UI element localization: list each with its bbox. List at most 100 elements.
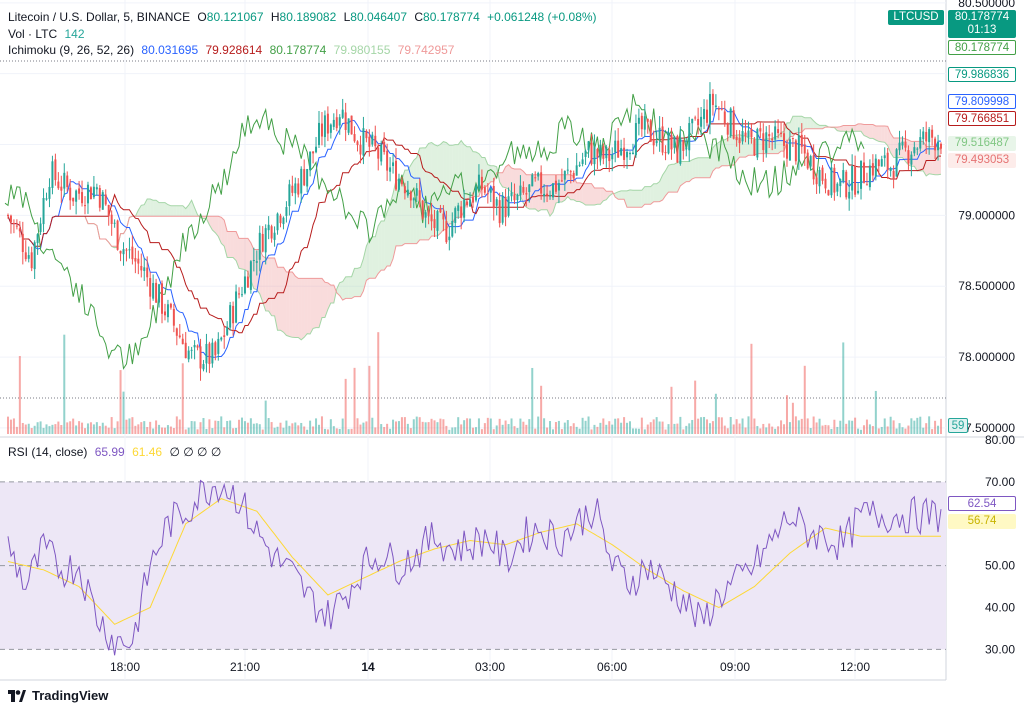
candle-body [279,215,282,224]
volume-bar [353,367,356,434]
volume-bar [753,418,756,434]
cloud-segment [769,138,773,154]
cloud-segment [721,139,725,166]
candle-body [146,267,149,278]
candle-body [700,116,703,127]
volume-bar [652,419,655,434]
candle-body [264,228,267,253]
candle-body [255,261,258,263]
volume-bar [483,423,486,434]
candle-body [273,232,276,240]
volume-bar [791,402,794,434]
volume-bar [643,429,646,434]
volume-bar [309,420,312,434]
candle-body [383,141,386,152]
volume-bar [507,424,510,434]
volume-bar [575,426,578,434]
lead-b-tag: 79.766851 [948,111,1016,126]
candle-body [919,137,922,149]
rsi-tick-label: 30.00 [985,642,1015,656]
cloud-segment [627,189,630,208]
candle-body [546,193,549,196]
candle-body [587,141,590,151]
cloud-segment [674,162,678,193]
candle-body [771,138,774,141]
cloud-segment [357,267,361,297]
cloud-segment [366,239,370,281]
candle-body [140,265,143,271]
candle-body [240,294,243,296]
candle-body [874,158,877,177]
candle-body [839,179,842,187]
volume-bar [226,420,229,434]
volume-bar [113,428,116,434]
cloud-segment [621,190,625,200]
volume-bar [913,420,916,434]
candle-body [818,169,821,187]
volume-bar [220,416,223,434]
volume-bar [143,421,146,434]
candle-body [706,109,709,123]
candle-body [534,177,537,179]
volume-bar [27,423,30,434]
volume-bar [377,332,380,434]
candle-body [688,123,691,151]
candle-body [537,173,540,177]
time-tick-label: 12:00 [840,660,870,674]
candle-body [477,174,480,190]
volume-bar [842,342,845,434]
time-tick-label: 21:00 [230,660,260,674]
volume-bar [246,422,249,434]
volume-bar [800,418,803,434]
volume-bar [380,424,383,434]
candle-body [593,146,596,165]
tradingview-brand[interactable]: TradingView [8,688,108,703]
cloud-segment [218,216,222,244]
cloud-segment [588,183,592,205]
candle-body [560,180,563,182]
volume-bar [161,427,164,434]
cloud-segment [606,191,610,200]
candle-body [614,140,617,153]
volume-bar [240,417,243,434]
candle-body [540,172,543,194]
volume-bar [614,418,617,434]
ichimoku-legend: Ichimoku (9, 26, 52, 26) 80.031695 79.92… [8,42,458,58]
volume-tag: 59 [948,418,968,433]
candle-body [480,176,483,190]
symbol-title: Litecoin / U.S. Dollar, 5, BINANCE [8,10,191,24]
candle-body [803,144,806,154]
cloud-segment [215,216,219,237]
volume-bar [15,426,18,434]
volume-bar [818,418,821,434]
volume-bar [877,428,880,434]
candle-body [501,195,504,223]
cloud-segment [624,190,628,208]
volume-bar [89,422,92,434]
candle-body [765,132,768,153]
cloud-segment [236,231,240,269]
candle-body [549,195,552,197]
volume-bar [703,416,706,434]
volume-bar [217,420,220,434]
cloud-segment [327,282,331,310]
volume-bar [158,424,161,434]
cloud-segment [677,161,681,193]
cloud-segment [286,272,290,337]
volume-bar [676,423,679,434]
volume-bar [457,417,460,434]
volume-bar [18,355,21,434]
candle-body [282,217,285,225]
volume-bar [7,416,9,434]
candle-body [101,192,104,210]
volume-bar [694,380,697,434]
volume-bar [78,421,81,434]
candle-body [563,171,566,180]
conversion-tag: 79.986836 [948,67,1016,82]
volume-bar [623,417,626,434]
candle-body [267,224,270,231]
candle-body [543,193,546,197]
cloud-segment [724,138,728,166]
candle-body [199,346,202,369]
